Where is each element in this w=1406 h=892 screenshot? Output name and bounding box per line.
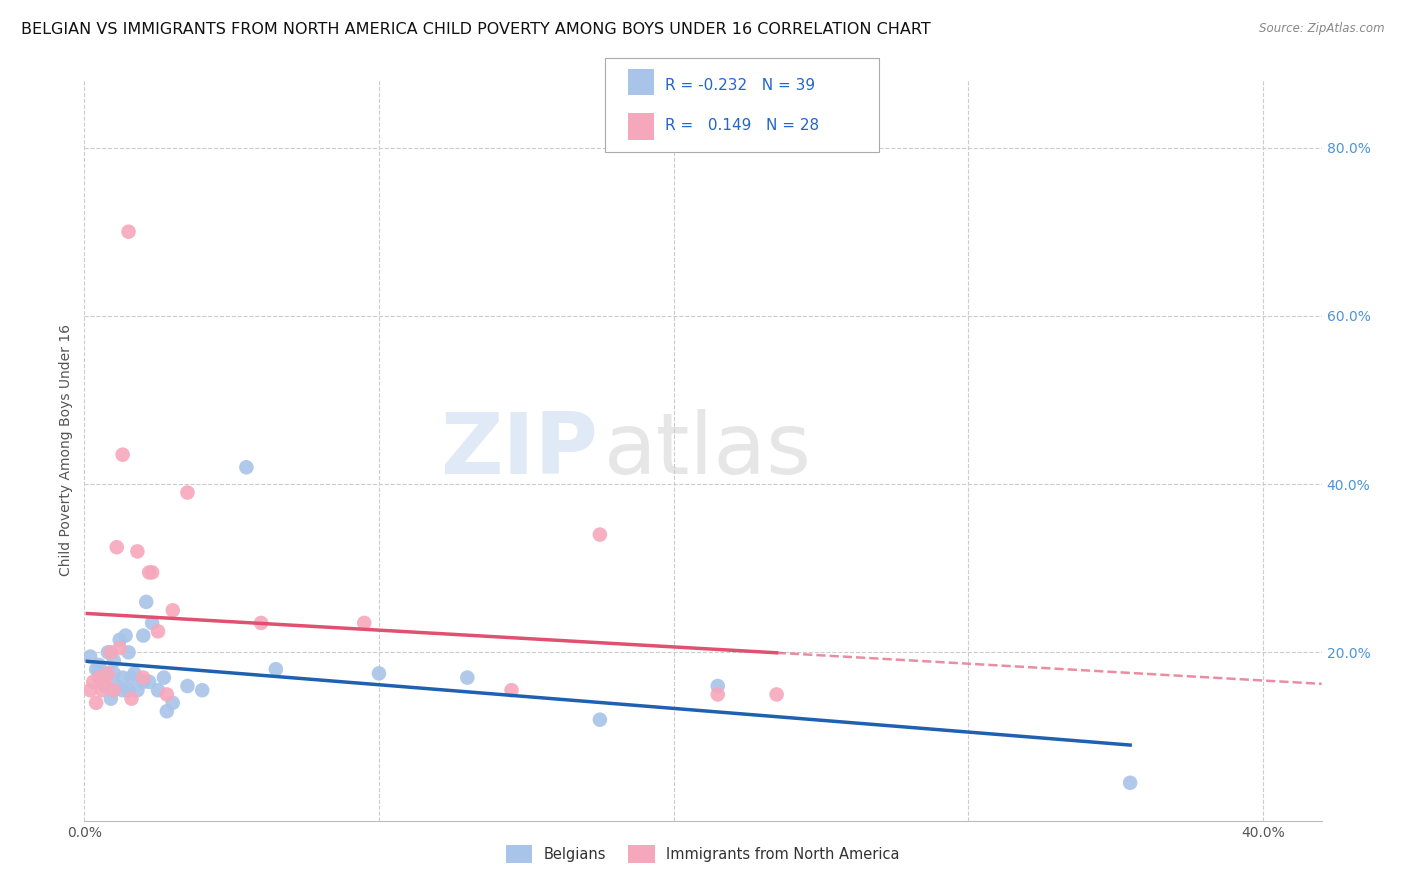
Point bbox=[103, 683, 125, 698]
Point bbox=[91, 674, 114, 689]
Point bbox=[117, 683, 139, 698]
Point bbox=[84, 696, 107, 710]
Point bbox=[250, 615, 273, 630]
Point bbox=[94, 679, 117, 693]
Point bbox=[153, 671, 176, 685]
Point bbox=[105, 679, 128, 693]
Point bbox=[141, 566, 163, 580]
Point bbox=[765, 688, 787, 702]
Point bbox=[100, 691, 122, 706]
Point bbox=[100, 645, 122, 659]
Point bbox=[121, 671, 143, 685]
Point bbox=[124, 666, 146, 681]
Point bbox=[146, 624, 169, 639]
Point bbox=[84, 662, 107, 676]
Point bbox=[132, 671, 155, 685]
Text: BELGIAN VS IMMIGRANTS FROM NORTH AMERICA CHILD POVERTY AMONG BOYS UNDER 16 CORRE: BELGIAN VS IMMIGRANTS FROM NORTH AMERICA… bbox=[21, 22, 931, 37]
Text: atlas: atlas bbox=[605, 409, 813, 492]
Point bbox=[589, 527, 612, 541]
Point bbox=[105, 540, 128, 554]
Point bbox=[353, 615, 375, 630]
Point bbox=[79, 683, 101, 698]
Point bbox=[94, 674, 117, 689]
Point bbox=[456, 671, 478, 685]
Point bbox=[156, 688, 179, 702]
Text: Source: ZipAtlas.com: Source: ZipAtlas.com bbox=[1260, 22, 1385, 36]
Text: ZIP: ZIP bbox=[440, 409, 598, 492]
Point bbox=[191, 683, 214, 698]
Text: R =   0.149   N = 28: R = 0.149 N = 28 bbox=[665, 118, 820, 133]
Text: R = -0.232   N = 39: R = -0.232 N = 39 bbox=[665, 78, 815, 93]
Point bbox=[264, 662, 287, 676]
Y-axis label: Child Poverty Among Boys Under 16: Child Poverty Among Boys Under 16 bbox=[59, 325, 73, 576]
Point bbox=[79, 649, 101, 664]
Point bbox=[368, 666, 391, 681]
Point bbox=[135, 595, 157, 609]
Point bbox=[132, 628, 155, 642]
Point bbox=[138, 566, 160, 580]
Point bbox=[82, 674, 104, 689]
Point bbox=[141, 615, 163, 630]
Point bbox=[111, 448, 134, 462]
Point bbox=[706, 679, 728, 693]
Point bbox=[117, 225, 139, 239]
Point bbox=[103, 666, 125, 681]
Point bbox=[87, 658, 110, 673]
Point bbox=[111, 671, 134, 685]
Point bbox=[127, 683, 149, 698]
Legend: Belgians, Immigrants from North America: Belgians, Immigrants from North America bbox=[501, 839, 905, 869]
Point bbox=[162, 603, 184, 617]
Point bbox=[87, 671, 110, 685]
Point bbox=[97, 666, 120, 681]
Point bbox=[108, 632, 131, 647]
Point bbox=[146, 683, 169, 698]
Point bbox=[589, 713, 612, 727]
Point bbox=[1119, 776, 1142, 790]
Point bbox=[91, 683, 114, 698]
Point bbox=[156, 704, 179, 718]
Point bbox=[176, 679, 198, 693]
Point bbox=[87, 666, 110, 681]
Point bbox=[127, 544, 149, 558]
Point bbox=[162, 696, 184, 710]
Point bbox=[103, 654, 125, 668]
Point bbox=[501, 683, 523, 698]
Point bbox=[121, 691, 143, 706]
Point bbox=[111, 683, 134, 698]
Point bbox=[108, 641, 131, 656]
Point bbox=[97, 645, 120, 659]
Point bbox=[176, 485, 198, 500]
Point bbox=[117, 645, 139, 659]
Point bbox=[138, 674, 160, 689]
Point bbox=[114, 628, 136, 642]
Point bbox=[97, 666, 120, 681]
Point bbox=[706, 688, 728, 702]
Point bbox=[132, 674, 155, 689]
Point bbox=[235, 460, 257, 475]
